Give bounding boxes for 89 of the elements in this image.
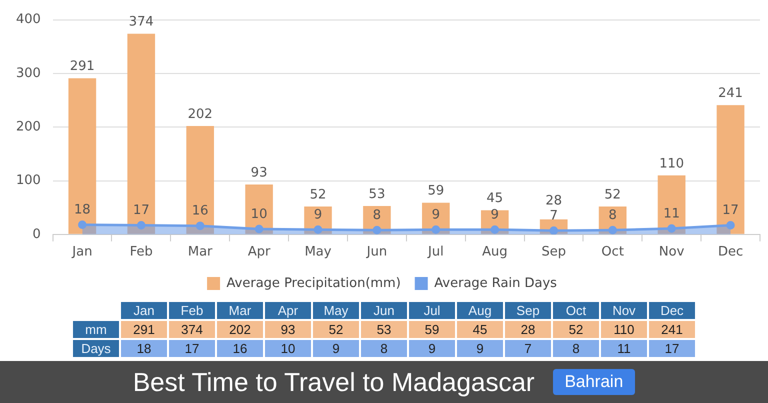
caption-banner: Best Time to Travel to Madagascar Bahrain	[0, 361, 768, 403]
data-label: 52	[310, 187, 326, 202]
data-label: 53	[361, 321, 407, 338]
data-label: 17	[722, 203, 739, 218]
data-label: 7	[550, 208, 558, 224]
x-tick-label: Aug	[482, 244, 508, 260]
data-label: 8	[372, 208, 382, 223]
data-label: 45	[486, 191, 504, 206]
bar	[245, 184, 273, 234]
x-tick-label: Jul	[409, 302, 455, 319]
bar	[716, 105, 744, 234]
data-label: 28	[545, 194, 562, 209]
data-label: 93	[265, 321, 311, 338]
data-label: 59	[428, 184, 444, 199]
data-label: 52	[313, 321, 359, 338]
data-label: 45	[457, 321, 503, 338]
data-label: 9	[409, 340, 455, 357]
data-label: 11	[601, 340, 647, 357]
data-label: 10	[265, 340, 311, 357]
data-label: 17	[132, 203, 150, 218]
data-label: 28	[505, 321, 551, 338]
data-label: 374	[169, 321, 215, 338]
x-tick-label: May	[304, 244, 332, 260]
x-tick-label: Feb	[130, 244, 153, 260]
x-tick-label: Apr	[265, 302, 311, 319]
bar	[186, 126, 214, 234]
x-tick-label: Nov	[601, 302, 647, 319]
data-label: 374	[128, 14, 154, 30]
x-tick-label: Mar	[217, 302, 263, 319]
x-tick-label: Jan	[71, 244, 92, 260]
data-label: 8	[553, 340, 599, 357]
button: Bahrain	[552, 369, 636, 395]
x-tick-label: Jun	[366, 244, 388, 260]
data-label: 291	[70, 59, 95, 74]
legend-label: Average Precipitation(mm)	[226, 276, 401, 291]
x-tick-label: Oct	[601, 244, 624, 260]
data-label: 9	[314, 207, 322, 222]
data-label: 9	[457, 340, 503, 357]
data-label: 18	[74, 202, 91, 218]
x-tick-label: Dec	[649, 302, 695, 319]
data-label: 241	[649, 321, 695, 338]
x-tick-label: Sep	[541, 244, 566, 260]
x-tick-label: Aug	[457, 302, 503, 319]
bar	[127, 34, 156, 234]
data-label: 10	[250, 206, 268, 222]
data-label: 8	[608, 208, 617, 223]
y-tick-label: mm	[73, 321, 119, 338]
data-label: 52	[553, 321, 599, 338]
x-tick-label: Jul	[427, 244, 444, 260]
x-tick-label: Jun	[361, 302, 407, 319]
data-label: 59	[409, 321, 455, 338]
x-tick-label: Apr	[248, 244, 271, 260]
data-label: 17	[169, 340, 215, 357]
data-label: 202	[217, 321, 263, 338]
data-label: 16	[192, 204, 208, 219]
x-tick-label: Sep	[505, 302, 551, 319]
data-label: 291	[121, 321, 167, 338]
x-tick-label: Oct	[553, 302, 599, 319]
data-label: 9	[490, 207, 499, 222]
data-label: 18	[121, 340, 167, 357]
y-tick-label: 400	[16, 12, 41, 28]
data-label: 11	[663, 206, 680, 222]
y-tick-label: 100	[16, 173, 41, 188]
x-tick-label: Nov	[658, 244, 685, 260]
data-label: 7	[505, 340, 551, 357]
y-tick-label: 300	[16, 66, 41, 81]
data-label: 17	[649, 340, 695, 357]
bar	[68, 78, 96, 234]
data-label: 9	[313, 340, 359, 357]
x-tick-label: Jan	[121, 302, 167, 319]
data-label: 93	[250, 165, 268, 180]
x-tick-label: May	[313, 302, 359, 319]
y-tick-label: Days	[73, 340, 119, 357]
data-label: 52	[604, 187, 621, 202]
legend-label: Average Rain Days	[434, 276, 558, 291]
data-label: 53	[368, 186, 386, 202]
data-label: 16	[217, 340, 263, 357]
x-tick-label: Mar	[188, 244, 214, 260]
x-tick-label: Feb	[169, 302, 215, 319]
y-tick-label: 200	[16, 119, 41, 134]
data-label: 9	[432, 207, 440, 222]
data-label: 110	[659, 156, 684, 172]
data-label: 202	[188, 106, 213, 122]
x-tick-label: Dec	[718, 244, 744, 260]
data-label: 110	[601, 321, 647, 338]
data-label: 8	[361, 340, 407, 357]
data-label: 241	[718, 86, 743, 101]
y-tick-label: 0	[32, 226, 41, 242]
bar	[658, 175, 686, 234]
